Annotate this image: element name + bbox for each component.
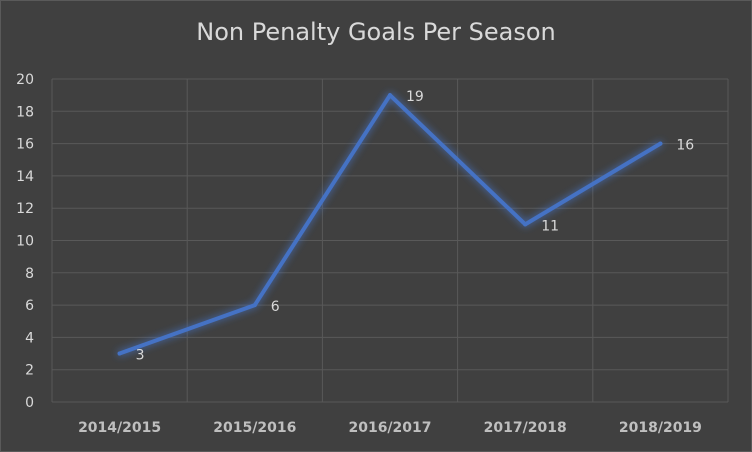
x-category-label: 2015/2016 (213, 420, 296, 436)
y-tick-label: 10 (16, 234, 34, 250)
chart-title: Non Penalty Goals Per Season (196, 18, 556, 46)
data-label: 19 (406, 89, 424, 105)
y-tick-label: 12 (16, 201, 34, 217)
data-label: 11 (541, 218, 559, 234)
data-labels: 3 6 19 11 16 (136, 89, 695, 363)
x-axis-category-labels: 2014/2015 2015/2016 2016/2017 2017/2018 2018… (78, 420, 702, 436)
y-tick-label: 0 (25, 395, 34, 411)
data-point (117, 351, 122, 356)
data-label: 16 (676, 138, 694, 154)
gridlines (51, 78, 729, 403)
data-point (658, 141, 663, 146)
data-point (252, 303, 257, 308)
x-category-label: 2014/2015 (78, 420, 161, 436)
y-axis-tick-labels: 0 2 4 6 8 10 12 14 16 18 20 (16, 72, 34, 411)
series-layer (117, 93, 663, 356)
y-tick-label: 4 (25, 330, 34, 346)
data-point (388, 93, 392, 98)
y-tick-label: 20 (16, 72, 34, 88)
y-tick-label: 14 (16, 169, 34, 185)
y-tick-label: 18 (16, 104, 34, 120)
y-tick-label: 2 (25, 363, 34, 379)
data-label: 6 (271, 299, 280, 315)
y-tick-label: 16 (16, 137, 34, 153)
y-tick-label: 6 (25, 298, 34, 314)
series-line (117, 93, 663, 356)
y-tick-label: 8 (25, 266, 34, 282)
x-category-label: 2018/2019 (619, 420, 702, 436)
data-point (523, 222, 528, 227)
x-category-label: 2017/2018 (484, 420, 567, 436)
data-label: 3 (136, 348, 145, 364)
x-category-label: 2016/2017 (348, 420, 431, 436)
